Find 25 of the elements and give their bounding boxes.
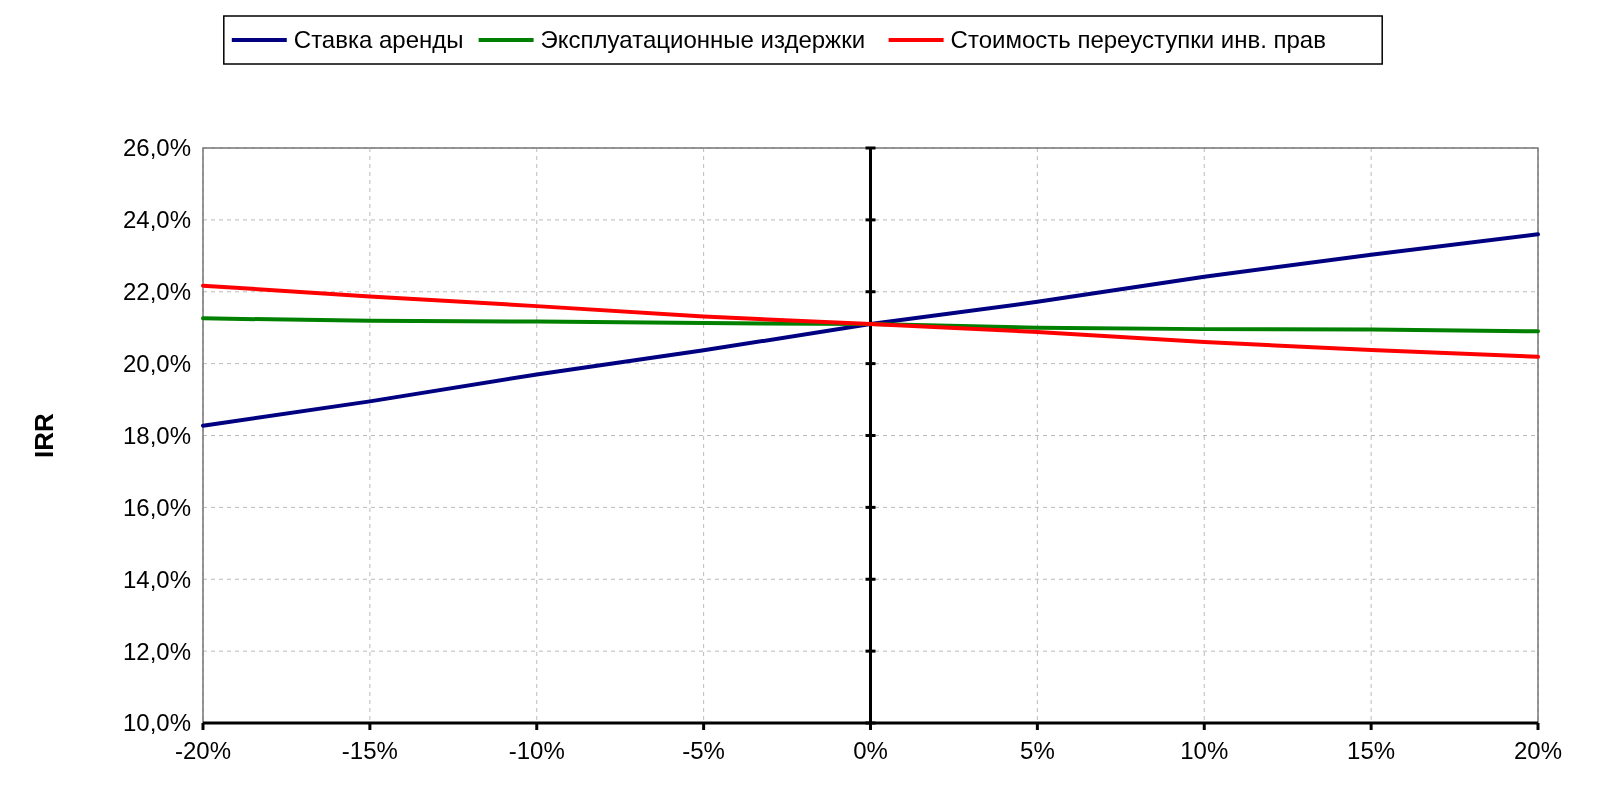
x-tick-label: 5% bbox=[1020, 737, 1055, 764]
x-tick-label: -5% bbox=[682, 737, 725, 764]
x-tick-label: -20% bbox=[174, 737, 232, 764]
x-tick-label: 10% bbox=[1180, 737, 1229, 764]
y-tick-label: 14,0% bbox=[122, 565, 191, 593]
x-tick-label: -15% bbox=[341, 737, 398, 764]
y-tick-label: 10,0% bbox=[122, 709, 191, 737]
y-tick-label: 26,0% bbox=[122, 134, 191, 162]
y-tick-label: 16,0% bbox=[122, 493, 191, 521]
legend-label: Эксплуатационные издержки bbox=[540, 26, 866, 54]
x-tick-label: 20% bbox=[1513, 737, 1563, 764]
x-tick-label: 0% bbox=[853, 737, 888, 764]
legend-label: Ставка аренды bbox=[293, 26, 464, 54]
y-tick-label: 22,0% bbox=[122, 278, 191, 306]
y-tick-label: 24,0% bbox=[122, 206, 191, 234]
legend-label: Стоимость переуступки инв. прав bbox=[950, 26, 1326, 54]
y-tick-label: 18,0% bbox=[122, 421, 191, 449]
x-tick-label: 15% bbox=[1347, 737, 1396, 764]
y-axis-title: IRR bbox=[29, 412, 59, 458]
y-tick-label: 12,0% bbox=[122, 637, 191, 665]
y-tick-label: 20,0% bbox=[122, 350, 191, 378]
line-series bbox=[201, 283, 1540, 359]
x-tick-label: -10% bbox=[508, 737, 565, 764]
line-series bbox=[201, 316, 1540, 334]
line-series bbox=[201, 232, 1540, 428]
